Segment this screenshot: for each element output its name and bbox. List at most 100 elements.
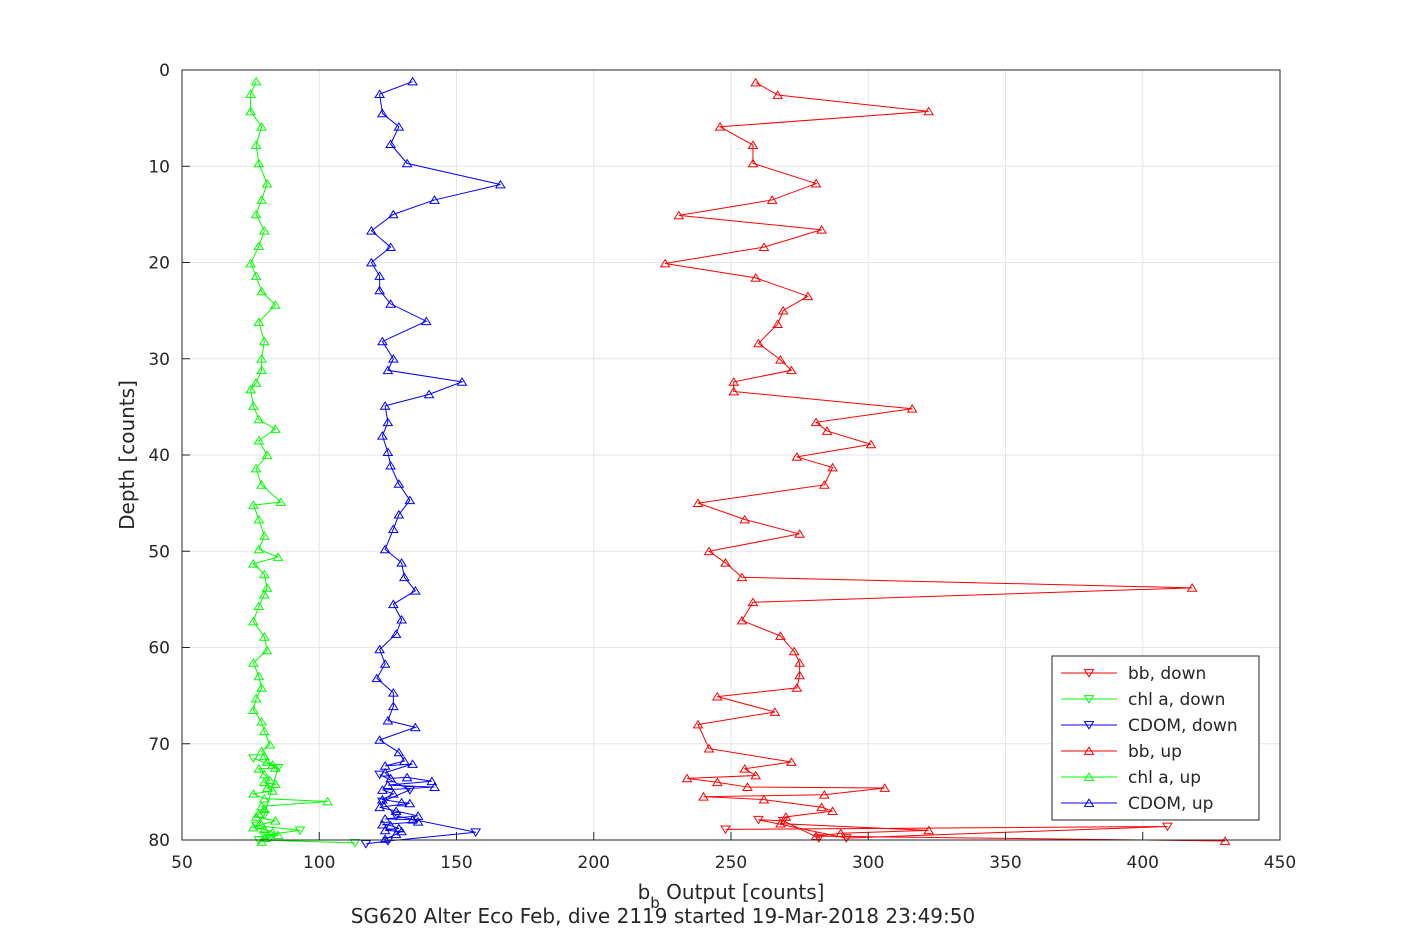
data-point [258, 569, 270, 579]
data-point [775, 354, 786, 364]
series-line [250, 81, 328, 843]
data-point [692, 498, 704, 507]
data-point [794, 670, 806, 680]
data-point [412, 811, 424, 820]
legend-marker [1083, 798, 1095, 807]
data-point [376, 797, 388, 807]
data-point [374, 802, 386, 812]
data-point [835, 828, 847, 838]
data-point [404, 495, 416, 505]
data-point [840, 834, 852, 843]
data-point [777, 305, 789, 315]
data-point [398, 756, 410, 765]
series-cdom-down [360, 770, 482, 849]
data-point [385, 460, 397, 470]
data-point [253, 435, 265, 445]
y-tick-label: 80 [148, 831, 170, 851]
x-tick-label: 150 [440, 853, 472, 873]
data-point [382, 417, 394, 427]
legend-marker [1083, 695, 1095, 704]
data-point [780, 812, 792, 821]
data-point [272, 830, 284, 840]
data-point [390, 829, 402, 839]
data-point [407, 76, 418, 86]
data-point [818, 480, 830, 489]
data-point [423, 389, 435, 399]
data-point [250, 271, 262, 280]
data-point [256, 746, 268, 756]
legend-label: bb, down [1128, 664, 1206, 684]
data-point [366, 257, 377, 267]
data-point [250, 209, 262, 219]
data-point [258, 531, 270, 540]
data-point [1186, 583, 1198, 592]
data-point [753, 815, 764, 825]
data-point [366, 225, 377, 235]
data-point [374, 285, 386, 295]
x-tick-label: 400 [1127, 853, 1159, 873]
data-point [253, 414, 265, 424]
data-point [374, 89, 386, 98]
data-point [398, 572, 410, 582]
data-point [794, 658, 806, 667]
data-point [714, 122, 726, 131]
legend-marker [1083, 746, 1095, 755]
data-point [720, 558, 731, 567]
data-point [659, 258, 671, 268]
legend-marker [1083, 772, 1095, 781]
data-point [256, 683, 268, 692]
data-point [247, 500, 259, 509]
data-point [258, 632, 270, 641]
data-point [245, 106, 257, 116]
data-point [267, 786, 278, 795]
data-point [376, 336, 388, 346]
data-point [393, 509, 405, 519]
data-point [393, 747, 405, 757]
x-tick-label: 100 [303, 853, 335, 873]
data-point [791, 683, 803, 692]
data-point [736, 615, 748, 625]
y-tick-label: 30 [148, 350, 170, 370]
data-point [379, 825, 391, 835]
data-point [258, 793, 270, 803]
y-tick-label: 50 [148, 542, 170, 562]
data-point [906, 404, 918, 413]
data-point [698, 791, 709, 801]
data-point [247, 558, 259, 568]
data-point [750, 77, 762, 87]
data-point [409, 722, 421, 732]
data-point [772, 319, 784, 328]
data-point [256, 716, 268, 726]
data-point [827, 462, 838, 472]
data-point [794, 529, 806, 538]
legend-box [1051, 655, 1260, 821]
data-point [258, 589, 270, 599]
series-cdom-up [366, 76, 506, 843]
axis-ticks: 50 100 150 200 250 300 350 400 450 0 10 20 30 40 50 60 7… [148, 61, 1296, 873]
data-point [253, 544, 265, 554]
data-point [387, 209, 399, 219]
data-point [256, 122, 268, 131]
data-point [379, 814, 391, 823]
data-point [269, 763, 281, 772]
data-point [1219, 836, 1231, 845]
data-point [923, 106, 935, 116]
data-point [429, 195, 440, 204]
data-point [739, 514, 751, 524]
data-point [322, 796, 333, 806]
data-point [385, 820, 397, 830]
legend-marker [1083, 669, 1095, 678]
series-chl-a-up [245, 76, 333, 846]
data-point [256, 819, 268, 829]
data-point [261, 645, 273, 655]
data-point [256, 353, 268, 363]
data-point [758, 242, 770, 251]
data-point [401, 158, 413, 168]
data-point [371, 673, 383, 683]
legend-label: chl a, down [1128, 690, 1225, 710]
data-point [393, 479, 405, 488]
data-point [258, 831, 270, 840]
data-point [374, 271, 386, 280]
data-point [711, 691, 723, 701]
x-tick-label: 350 [989, 853, 1021, 873]
